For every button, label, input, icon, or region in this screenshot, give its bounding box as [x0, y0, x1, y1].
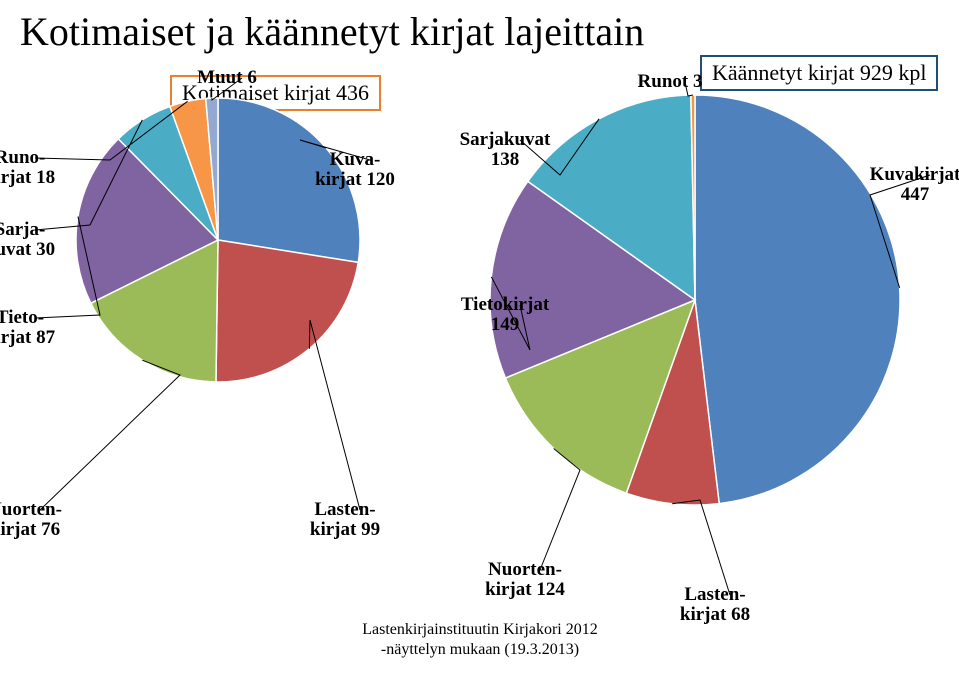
slice-label-nuortenkirjat: Nuorten-kirjat 124: [470, 560, 580, 600]
slice-label-nuortenkirjat: Nuorten-kirjat 76: [0, 500, 80, 540]
slice-label-kuvakirjat: Kuvakirjat447: [860, 165, 959, 205]
slice-label-tietokirjat: Tieto-kirjat 87: [0, 308, 75, 348]
pie-slice-kuvakirjat: [695, 95, 900, 504]
leader-line: [540, 448, 580, 570]
slice-label-runot: Runot 3: [615, 72, 725, 92]
slice-label-kuvakirjat: Kuva-kirjat 120: [300, 150, 410, 190]
leader-line: [672, 500, 730, 595]
slice-label-sarjakuvat: Sarja-kuvat 30: [0, 220, 75, 260]
slice-label-lastenkirjat: Lasten-kirjat 99: [290, 500, 400, 540]
slice-label-runokirjat: Runo-kirjat 18: [0, 148, 75, 188]
slice-label-tietokirjat: Tietokirjat149: [450, 295, 560, 335]
footer-line2: -näyttelyn mukaan (19.3.2013): [320, 640, 640, 659]
slice-label-sarjakuvat: Sarjakuvat138: [450, 130, 560, 170]
slice-label-lastenkirjat: Lasten-kirjat 68: [660, 585, 770, 625]
footer-line1: Lastenkirjainstituutin Kirjakori 2012: [320, 620, 640, 639]
slice-label-muut: Muut 6: [172, 68, 282, 88]
